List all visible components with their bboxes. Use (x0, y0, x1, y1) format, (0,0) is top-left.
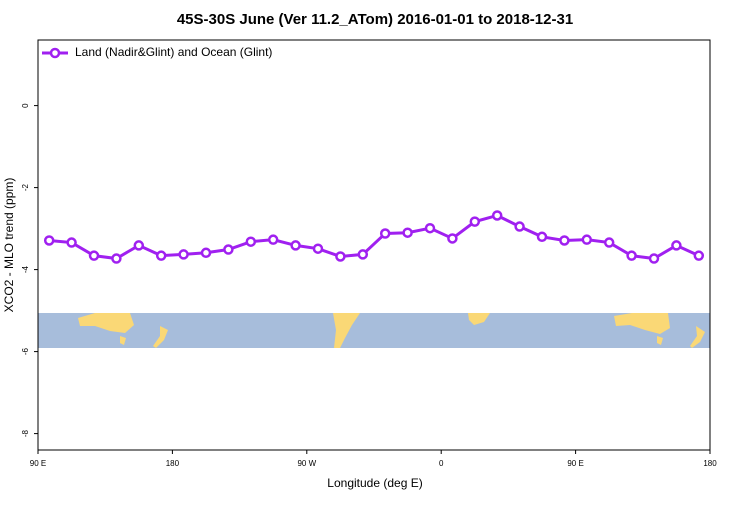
land (657, 336, 663, 345)
y-tick-label: 0 (21, 103, 30, 108)
land (120, 336, 126, 345)
data-point (514, 221, 525, 232)
data-point (447, 233, 458, 244)
x-axis-label: Longitude (deg E) (327, 476, 422, 490)
legend: Land (Nadir&Glint) and Ocean (Glint) (42, 45, 272, 59)
chart-title: 45S-30S June (Ver 11.2_ATom) 2016-01-01 … (177, 11, 573, 28)
legend-label: Land (Nadir&Glint) and Ocean (Glint) (75, 45, 272, 59)
x-tick-label: 180 (703, 459, 717, 468)
data-point (88, 250, 100, 261)
y-axis-label: XCO2 - MLO trend (ppm) (2, 178, 16, 313)
land (333, 313, 360, 348)
data-point (648, 253, 660, 264)
land (78, 313, 134, 333)
data-point (402, 227, 413, 238)
data-point (133, 240, 145, 251)
data-point (155, 250, 167, 261)
data-point (43, 235, 55, 246)
data-point (223, 244, 234, 255)
y-tick-label: -4 (21, 265, 30, 273)
data-point (200, 247, 212, 259)
data-point (379, 228, 391, 239)
data-point (491, 210, 503, 221)
data-point (559, 235, 570, 246)
data-point (111, 253, 122, 264)
x-tick-label: 90 E (567, 459, 583, 468)
x-tick-label: 180 (166, 459, 180, 468)
data-point (536, 231, 548, 243)
data-point (312, 243, 324, 254)
data-point (424, 222, 436, 234)
data-point (693, 250, 705, 261)
x-tick-label: 90 E (30, 459, 46, 468)
data-point (671, 240, 682, 251)
plot-frame (37, 39, 711, 451)
data-point (357, 249, 369, 260)
map-band (38, 313, 710, 348)
x-tick-label: 0 (439, 459, 444, 468)
land (153, 326, 168, 348)
data-point (66, 237, 77, 248)
legend-marker (49, 47, 61, 59)
data-point (603, 237, 615, 248)
data-point (335, 251, 346, 262)
land (690, 326, 705, 348)
y-tick-label: -2 (21, 183, 30, 191)
data-point (245, 236, 257, 247)
ocean (38, 313, 710, 348)
land (468, 313, 490, 325)
data-point (290, 240, 301, 251)
data-point (178, 249, 189, 260)
data-point (469, 216, 481, 227)
data-point (626, 250, 637, 261)
y-tick-label: -8 (21, 429, 30, 437)
x-tick-label: 90 W (297, 459, 316, 468)
data-point (581, 234, 593, 245)
y-tick-label: -6 (21, 347, 30, 355)
data-point (267, 234, 279, 245)
land (614, 313, 670, 334)
